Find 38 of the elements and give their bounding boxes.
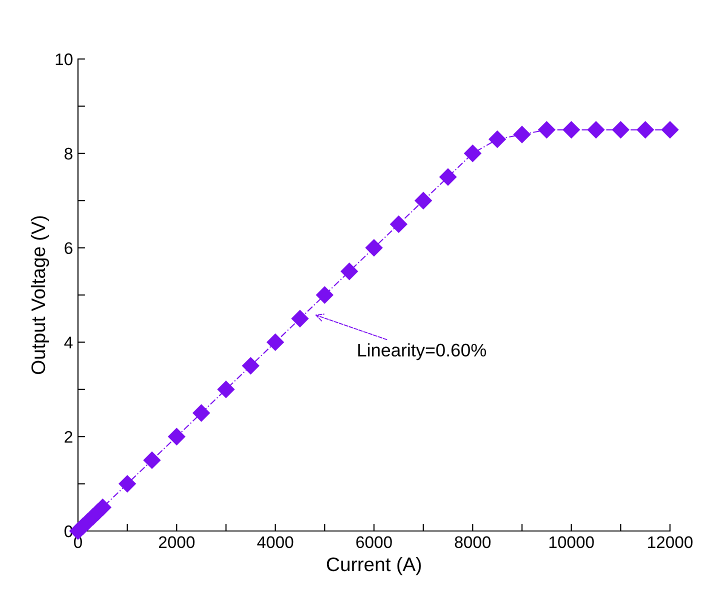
y-tick-label: 4 xyxy=(64,336,73,348)
point xyxy=(168,428,186,446)
x-tick-label: 12000 xyxy=(648,536,693,548)
y-tick-label: 6 xyxy=(64,242,72,254)
point xyxy=(636,121,654,138)
x-axis-title: Current (A) xyxy=(326,556,421,576)
point xyxy=(538,121,556,138)
y-tick-label: 10 xyxy=(56,53,72,66)
point xyxy=(390,216,408,233)
x-tick-label: 10000 xyxy=(549,536,594,548)
point xyxy=(94,498,112,516)
point xyxy=(242,357,260,374)
point xyxy=(340,262,358,280)
point xyxy=(439,168,457,186)
x-tick-label: 2000 xyxy=(158,536,195,548)
x-tick-label: 6000 xyxy=(356,536,392,548)
x-tick-label: 8000 xyxy=(454,536,491,548)
y-tick-label: 2 xyxy=(64,431,72,443)
point xyxy=(365,239,383,256)
point xyxy=(192,404,210,422)
point xyxy=(612,121,630,138)
point xyxy=(513,126,531,144)
point xyxy=(488,130,506,148)
point xyxy=(562,121,580,138)
y-tick-label: 8 xyxy=(64,148,72,160)
y-axis-title: Output Voltage (V) xyxy=(30,216,50,374)
point xyxy=(217,380,235,398)
point xyxy=(118,475,136,492)
point xyxy=(464,144,482,162)
point xyxy=(316,286,334,304)
point xyxy=(661,121,679,138)
point xyxy=(587,121,605,138)
point xyxy=(291,310,309,328)
point xyxy=(143,452,161,469)
point xyxy=(266,334,284,351)
annotation: Linearity=0.60% xyxy=(358,343,486,360)
point xyxy=(414,192,432,210)
x-tick-label: 4000 xyxy=(257,536,294,548)
